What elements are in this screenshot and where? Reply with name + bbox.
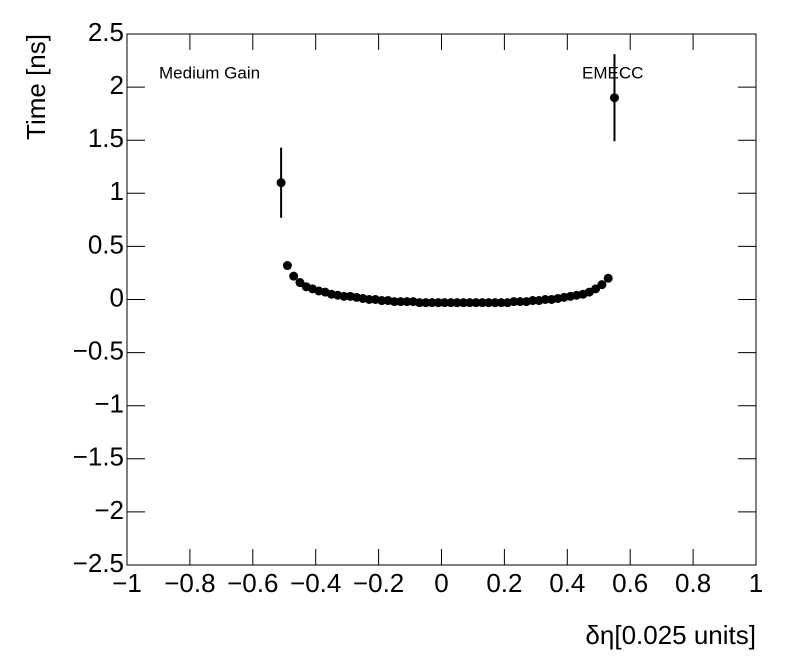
data-point — [509, 297, 519, 307]
data-point — [452, 298, 462, 308]
x-tick-label: −1 — [112, 568, 142, 598]
x-tick-label: 0.8 — [675, 568, 711, 598]
data-point — [515, 297, 525, 307]
x-tick-label: 0.6 — [612, 568, 648, 598]
y-tick-label: −1.5 — [73, 442, 124, 472]
x-tick-label: 0.2 — [486, 568, 522, 598]
y-tick-label: −2.5 — [73, 548, 124, 578]
data-point — [490, 298, 500, 308]
data-point — [421, 298, 431, 308]
y-tick-label: 2 — [110, 70, 124, 100]
x-tick-label: −0.8 — [164, 568, 215, 598]
data-point — [540, 295, 550, 304]
x-tick-label: −0.6 — [227, 568, 278, 598]
y-tick-label: −0.5 — [73, 335, 124, 365]
y-tick-label: −2 — [94, 495, 124, 525]
x-tick-label: 1 — [749, 568, 763, 598]
data-point — [440, 298, 450, 308]
data-point — [459, 298, 469, 308]
data-point — [465, 298, 475, 308]
data-point — [414, 298, 424, 308]
annotation: EMECC — [582, 63, 643, 82]
data-point — [364, 295, 374, 304]
data-point — [295, 278, 305, 288]
y-tick-label: 0.5 — [88, 229, 124, 259]
data-point — [289, 271, 299, 281]
y-tick-label: 1 — [110, 176, 124, 206]
y-tick-label: 2.5 — [88, 17, 124, 47]
data-point — [484, 298, 494, 308]
data-point — [377, 296, 387, 306]
y-axis-title: Time [ns] — [21, 34, 51, 140]
data-point — [276, 178, 286, 188]
y-tick-label: −1 — [94, 389, 124, 419]
data-point — [427, 298, 437, 308]
data-point — [389, 297, 399, 307]
data-point — [282, 261, 292, 271]
x-tick-label: −0.2 — [353, 568, 404, 598]
data-point — [477, 298, 487, 308]
data-point — [339, 291, 349, 301]
data-point — [402, 297, 412, 307]
data-point — [528, 296, 538, 306]
data-point — [609, 93, 619, 103]
x-tick-label: 0 — [434, 568, 448, 598]
x-axis-title: δη[0.025 units] — [585, 620, 756, 650]
annotation: Medium Gain — [159, 63, 260, 82]
data-point — [591, 284, 601, 294]
y-tick-label: 0 — [110, 282, 124, 312]
data-point — [471, 298, 481, 308]
x-tick-label: 0.4 — [549, 568, 585, 598]
data-point — [597, 280, 607, 290]
y-tick-label: 1.5 — [88, 123, 124, 153]
data-point — [446, 298, 456, 308]
x-tick-label: −0.4 — [290, 568, 341, 598]
data-point — [603, 273, 613, 283]
data-point — [433, 298, 443, 308]
data-point — [496, 298, 506, 308]
data-point — [396, 297, 406, 307]
